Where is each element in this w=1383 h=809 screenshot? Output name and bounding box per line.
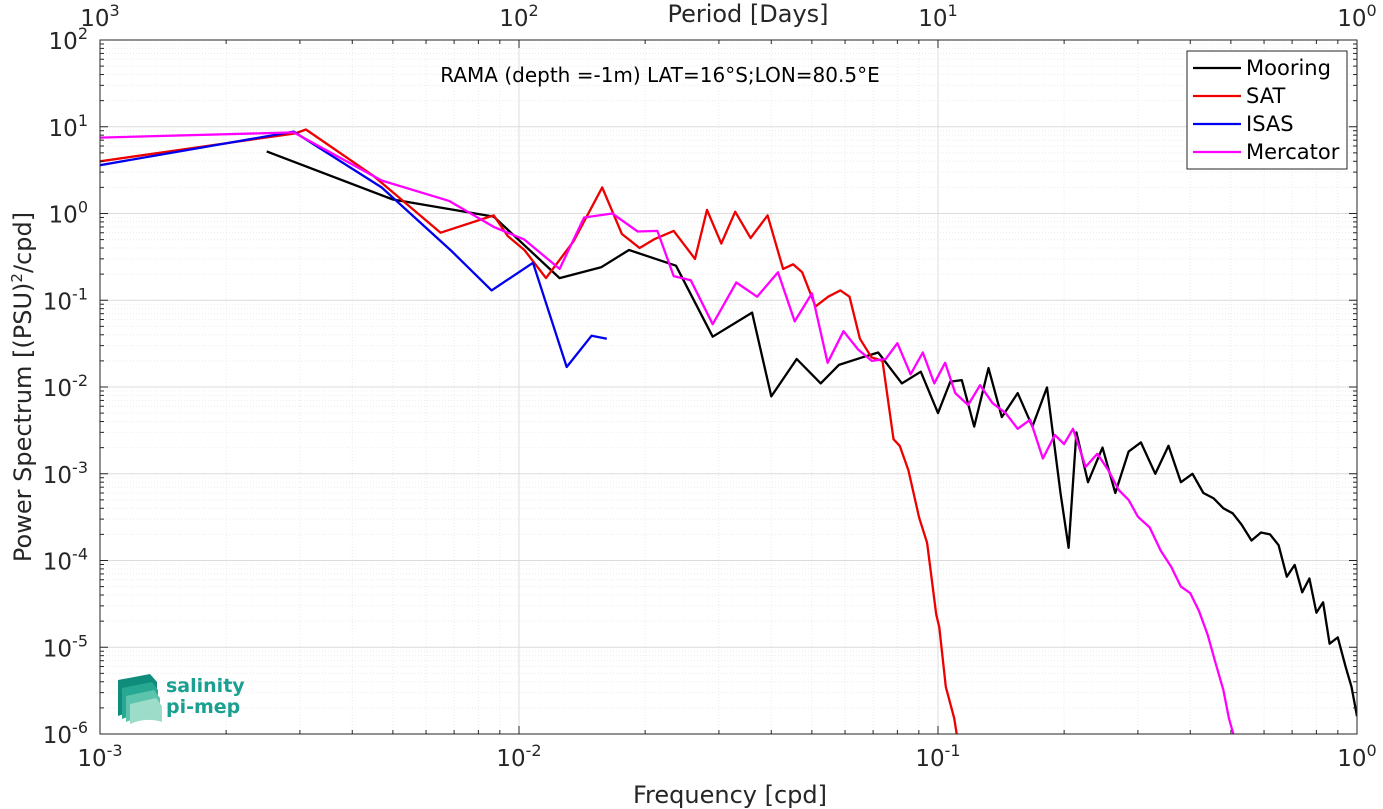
y-tick-label: 100 — [49, 198, 88, 229]
y-tick-label: 10-4 — [43, 545, 88, 576]
legend-label-sat: SAT — [1246, 84, 1285, 108]
legend-label-isas: ISAS — [1246, 112, 1294, 136]
y-tick-label: 10-6 — [43, 718, 88, 749]
x-tick-label: 10-2 — [496, 741, 541, 772]
grid — [99, 40, 1357, 735]
series-line-mercator — [100, 131, 1235, 734]
legend-label-mercator: Mercator — [1246, 140, 1340, 164]
series-line-sat — [100, 128, 958, 734]
logo-line-2: pi-mep — [166, 696, 240, 718]
wave-stack-icon — [118, 674, 162, 724]
y-tick-label: 10-3 — [43, 458, 88, 489]
top-tick-label: 100 — [1337, 1, 1376, 32]
series-layer — [100, 128, 1357, 734]
x-axis-title: Frequency [cpd] — [633, 781, 827, 809]
series-line-isas — [100, 130, 608, 369]
x-tick-label: 10-1 — [915, 741, 960, 772]
legend: Mooring SAT ISAS Mercator — [1186, 50, 1348, 170]
top-tick-label: 103 — [80, 1, 119, 32]
y-axis-title-main: Power Spectrum [(PSU) — [9, 283, 37, 562]
chart-annotation: RAMA (depth =-1m) LAT=16°S;LON=80.5°E — [440, 63, 879, 87]
y-axis-title: Power Spectrum [(PSU)2/cpd] — [8, 212, 37, 562]
top-tick-label: 102 — [499, 1, 538, 32]
logo-line-1: salinity — [166, 675, 245, 697]
x-tick-label: 100 — [1337, 741, 1376, 772]
top-tick-label: 101 — [918, 1, 957, 32]
y-tick-label: 10-2 — [43, 371, 88, 402]
top-axis-title: Period [Days] — [667, 0, 828, 28]
y-tick-label: 10-5 — [43, 631, 88, 662]
y-tick-label: 10-1 — [43, 284, 88, 315]
salinity-pimep-logo: salinity pi-mep — [118, 674, 245, 724]
y-axis-title-tail: /cpd] — [9, 212, 37, 273]
legend-label-mooring: Mooring — [1246, 56, 1331, 80]
y-axis-title-sup: 2 — [8, 273, 26, 283]
y-tick-label: 101 — [49, 111, 88, 142]
legend-box — [1186, 50, 1348, 170]
y-tick-label: 102 — [49, 24, 88, 55]
x-tick-label: 10-3 — [77, 741, 122, 772]
